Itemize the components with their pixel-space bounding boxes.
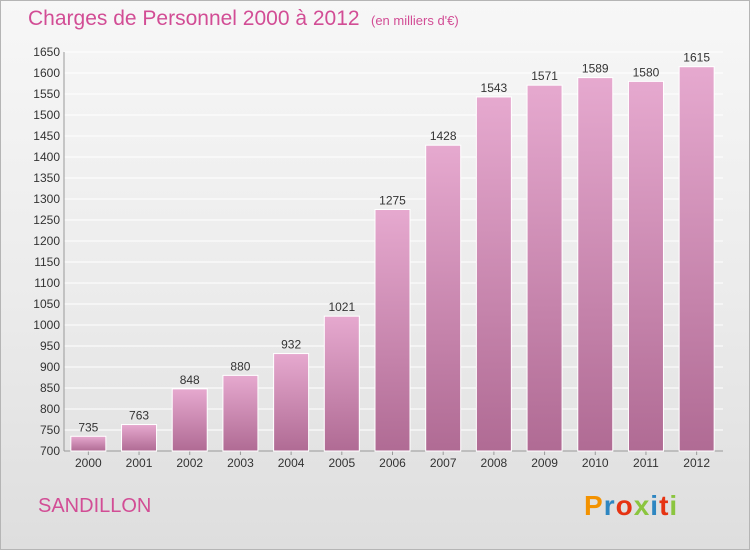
data-label: 1543 [481, 81, 508, 95]
bars [70, 66, 715, 452]
x-tick-label: 2006 [379, 456, 406, 470]
chart-title: Charges de Personnel 2000 à 2012 [28, 7, 360, 30]
y-tick-label: 700 [40, 444, 60, 458]
logo-letter: r [603, 490, 616, 521]
bar-2006 [374, 209, 411, 452]
x-tick-label: 2001 [126, 456, 153, 470]
y-tick-label: 750 [40, 423, 60, 437]
data-label: 1580 [633, 65, 660, 79]
y-tick-label: 950 [40, 339, 60, 353]
y-tick-label: 1100 [34, 276, 60, 290]
data-label: 1275 [379, 194, 406, 208]
data-label: 735 [78, 420, 98, 434]
bar-2004 [273, 353, 310, 452]
bar-2010 [577, 77, 614, 452]
bar-2012 [678, 66, 715, 452]
proxiti-logo: Proxiti [584, 490, 678, 522]
data-label: 1571 [531, 69, 558, 83]
x-tick-label: 2004 [278, 456, 305, 470]
x-tick-label: 2010 [582, 456, 609, 470]
y-tick-label: 1300 [33, 192, 60, 206]
y-tick-label: 850 [40, 381, 60, 395]
logo-letter: i [669, 490, 679, 521]
logo-letter: t [659, 490, 670, 521]
y-tick-label: 1200 [33, 234, 60, 248]
bar-2005 [323, 315, 360, 452]
bar-2008 [475, 96, 512, 452]
y-tick-label: 1550 [33, 87, 60, 101]
x-tick-label: 2002 [176, 456, 203, 470]
y-tick-label: 1250 [33, 213, 60, 227]
x-tick-label: 2008 [481, 456, 508, 470]
x-tick-label: 2003 [227, 456, 254, 470]
logo-letter: P [584, 490, 604, 521]
y-tick-label: 1400 [33, 150, 60, 164]
data-label: 1615 [683, 51, 710, 65]
y-tick-label: 1650 [33, 45, 60, 59]
y-tick-label: 1050 [33, 297, 60, 311]
bar-2011 [627, 80, 664, 452]
y-tick-label: 1450 [33, 129, 60, 143]
y-tick-label: 800 [40, 402, 60, 416]
data-label: 848 [180, 373, 200, 387]
y-tick-label: 1150 [34, 255, 60, 269]
data-label: 763 [129, 409, 149, 423]
x-tick-label: 2011 [633, 456, 659, 470]
data-label: 1589 [582, 62, 609, 76]
y-tick-label: 1000 [33, 318, 60, 332]
bar-2003 [222, 374, 259, 452]
x-tick-label: 2007 [430, 456, 457, 470]
x-tick-label: 2012 [683, 456, 710, 470]
axes: 700 750 800 850 900 950 1000 1050 1100 1150 1200 12… [33, 45, 723, 470]
x-tick-label: 2005 [328, 456, 355, 470]
logo-letter: o [615, 490, 634, 521]
data-label: 1428 [430, 129, 457, 143]
data-label: 932 [281, 338, 301, 352]
data-label: 1021 [328, 300, 355, 314]
y-tick-label: 1500 [33, 108, 60, 122]
bar-2000 [70, 435, 107, 452]
bar-2009 [526, 84, 563, 452]
bar-2002 [171, 388, 208, 452]
bar-2001 [121, 424, 158, 452]
data-label: 880 [230, 359, 250, 373]
y-tick-label: 1600 [33, 66, 60, 80]
commune-name: SANDILLON [38, 495, 152, 517]
chart-subtitle: (en milliers d'€) [371, 13, 459, 28]
logo-letter: i [650, 490, 660, 521]
logo-letter: x [633, 490, 651, 521]
x-tick-label: 2009 [531, 456, 558, 470]
data-labels: 735 763 848 880 932 1021 1275 1428 1543 1571 1589 1… [78, 51, 710, 435]
y-tick-label: 900 [40, 360, 60, 374]
bar-2007 [425, 144, 462, 452]
x-tick-label: 2000 [75, 456, 102, 470]
y-tick-label: 1350 [33, 171, 60, 185]
